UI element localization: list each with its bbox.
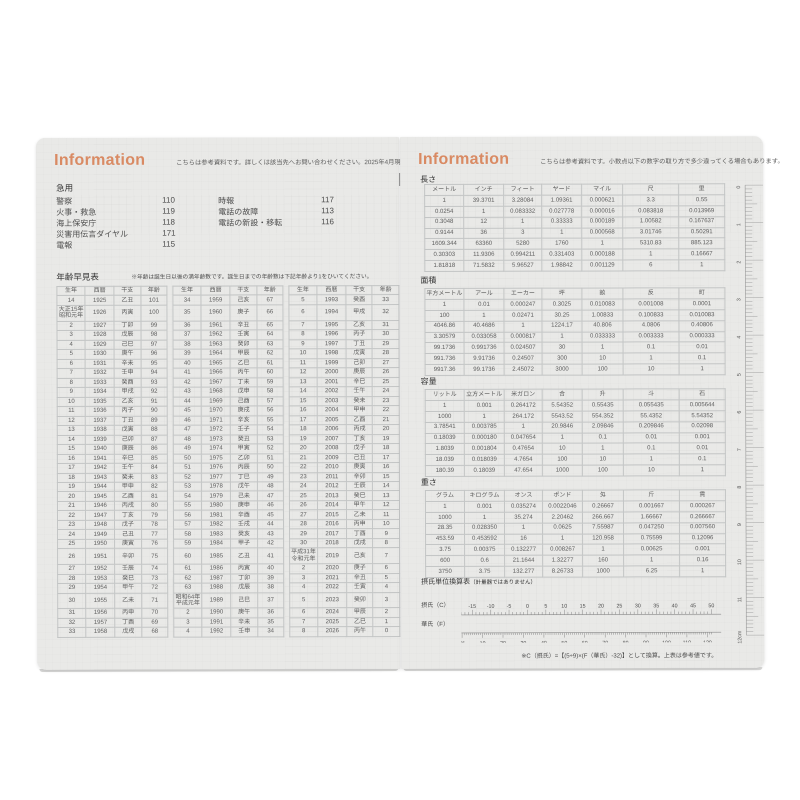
svg-text:40: 40 xyxy=(672,603,678,609)
svg-text:0°: 0° xyxy=(461,641,464,643)
svg-text:8: 8 xyxy=(737,486,743,489)
svg-text:4: 4 xyxy=(737,336,743,339)
svg-text:10: 10 xyxy=(737,559,743,565)
svg-text:10: 10 xyxy=(561,604,567,610)
svg-text:80: 80 xyxy=(623,640,629,642)
svg-text:45: 45 xyxy=(690,603,696,609)
svg-text:0: 0 xyxy=(526,604,529,610)
svg-text:20: 20 xyxy=(500,641,506,643)
svg-text:5: 5 xyxy=(737,373,743,376)
svg-text:40: 40 xyxy=(541,641,547,643)
svg-text:6: 6 xyxy=(737,411,743,414)
svg-text:90: 90 xyxy=(643,640,649,642)
svg-text:25: 25 xyxy=(616,603,622,609)
svg-text:-15: -15 xyxy=(468,604,476,610)
svg-text:10: 10 xyxy=(480,641,486,643)
svg-text:-5: -5 xyxy=(507,604,512,610)
svg-text:9: 9 xyxy=(737,523,743,526)
svg-text:110: 110 xyxy=(683,640,692,643)
svg-text:5: 5 xyxy=(544,604,547,610)
svg-text:30: 30 xyxy=(520,641,526,643)
svg-text:50: 50 xyxy=(561,641,567,643)
svg-text:1: 1 xyxy=(736,223,742,226)
svg-text:60: 60 xyxy=(582,641,588,643)
svg-text:11: 11 xyxy=(737,597,743,603)
svg-text:3: 3 xyxy=(736,298,742,301)
svg-text:30: 30 xyxy=(635,603,641,609)
svg-text:70: 70 xyxy=(602,641,608,643)
svg-text:35: 35 xyxy=(653,603,659,609)
svg-text:2: 2 xyxy=(736,261,742,264)
svg-text:15: 15 xyxy=(580,604,586,610)
svg-text:-10: -10 xyxy=(487,604,495,610)
svg-text:50: 50 xyxy=(708,603,714,609)
svg-text:100: 100 xyxy=(662,640,671,643)
svg-text:12cm: 12cm xyxy=(737,630,743,644)
svg-text:0: 0 xyxy=(736,186,742,189)
svg-text:20: 20 xyxy=(598,604,604,610)
svg-text:7: 7 xyxy=(737,448,743,451)
svg-text:120: 120 xyxy=(703,640,712,643)
